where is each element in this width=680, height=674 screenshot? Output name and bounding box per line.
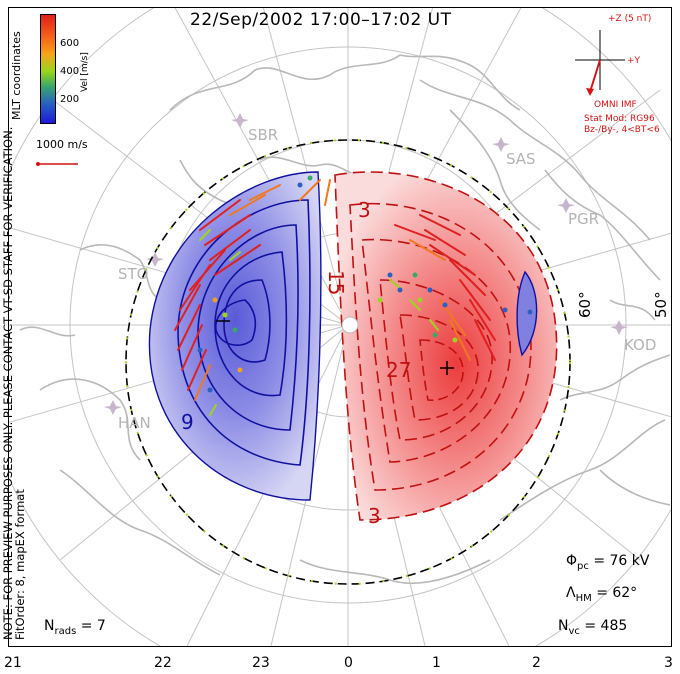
imf-dial [575, 30, 625, 96]
negative-potential-cell [148, 171, 322, 501]
station-label-han: HAN [118, 414, 151, 432]
phi-symbol: Φ [566, 553, 578, 569]
stat-model-line-1: Stat Mod: RG96 [584, 114, 655, 124]
scale-vector [36, 162, 78, 166]
station-markers [104, 113, 628, 415]
pole-marker [341, 316, 359, 334]
colorbar-unit: Vel [m/s] [80, 52, 90, 92]
mlt-tick-1: 1 [432, 655, 441, 671]
note-line-2: FitOrder: 8, mapEX format [13, 489, 27, 640]
vector-origins [197, 175, 533, 393]
mlt-tick-3: 3 [664, 655, 673, 671]
lambda-value: = 62° [596, 585, 638, 601]
hmb-fill-markers [125, 139, 571, 585]
mlt-tick-2: 2 [532, 655, 541, 671]
latitude-label-50: 50° [652, 291, 670, 318]
station-label-sas: SAS [506, 150, 536, 168]
phi-value: = 76 kV [593, 553, 650, 569]
contour-label-9: 9 [181, 410, 194, 434]
contour-label-27: 27 [386, 358, 412, 382]
coordinate-label: MLT coordinates [10, 31, 23, 120]
preview-note: NOTE: FOR PREVIEW PURPOSES ONLY. PLEASE … [1, 127, 27, 640]
lambda-symbol: Λ [566, 585, 576, 601]
nvc-subscript: vc [568, 625, 580, 637]
station-label-sto: STO [118, 265, 149, 283]
mlt-tick-21: 21 [4, 655, 22, 671]
potential-max-marker [440, 361, 454, 375]
contour-label-3-top: 3 [358, 198, 371, 222]
contour-label-15: 15 [324, 270, 348, 296]
positive-potential-cell [334, 171, 558, 521]
latitude-label-60: 60° [576, 291, 594, 318]
nvc-symbol: N [558, 618, 569, 634]
vector-count: Nvc = 485 [558, 618, 627, 637]
nrads-symbol: N [44, 618, 55, 634]
small-negative-cell [516, 270, 538, 357]
radar-count: Nrads = 7 [44, 618, 106, 637]
mlt-tick-22: 22 [154, 655, 172, 671]
phi-subscript: pc [577, 560, 589, 572]
plot-title: 22/Sep/2002 17:00–17:02 UT [190, 10, 452, 30]
imf-y-label: +Y [627, 56, 641, 66]
colorbar-tick-200: 200 [60, 94, 80, 105]
station-label-sbr: SBR [248, 126, 279, 144]
mlt-tick-23: 23 [252, 655, 270, 671]
mlt-tick-0: 0 [344, 655, 353, 671]
cross-polar-potential: Φpc = 76 kV [566, 553, 649, 572]
stat-model-line-2: Bz-/By-, 4<BT<6 [584, 125, 660, 135]
contour-label-3-bottom: 3 [368, 504, 381, 528]
station-label-pgr: PGR [568, 210, 600, 228]
nrads-value: = 7 [80, 618, 106, 634]
colorbar-tick-600: 600 [60, 38, 80, 49]
lambda-subscript: HM [575, 592, 592, 604]
imf-z-label: +Z (5 nT) [608, 14, 652, 24]
imf-source: OMNI IMF [594, 100, 637, 110]
scale-vector-label: 1000 m/s [36, 138, 88, 151]
nrads-subscript: rads [54, 625, 77, 637]
hm-boundary-latitude: ΛHM = 62° [566, 585, 637, 604]
colorbar-tick-400: 400 [60, 66, 80, 77]
nvc-value: = 485 [584, 618, 628, 634]
velocity-colorbar [40, 14, 56, 124]
station-label-kod: KOD [624, 336, 657, 354]
